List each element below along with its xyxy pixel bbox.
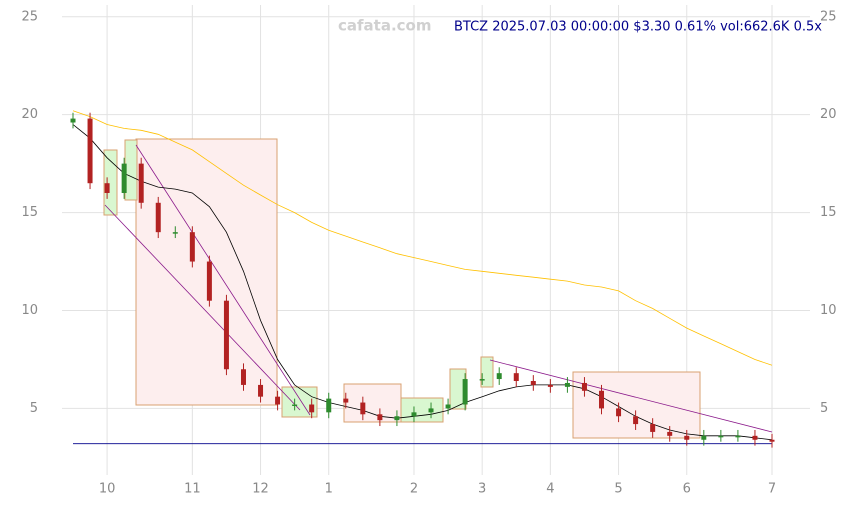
- x-tick-label: 12: [252, 482, 269, 497]
- zone-box: [124, 139, 138, 201]
- x-tick-label: 5: [614, 482, 622, 497]
- moving-average: [72, 124, 773, 441]
- candle-body: [633, 416, 639, 425]
- candle-body: [496, 373, 502, 380]
- zone-box: [343, 383, 402, 423]
- y-tick-label-right: 20: [820, 107, 837, 122]
- candle-body: [479, 379, 485, 381]
- trend-line: [104, 204, 301, 411]
- x-tick-label: 2: [410, 482, 418, 497]
- y-tick-label-right: 5: [820, 401, 828, 416]
- candle-body: [189, 232, 195, 262]
- candle-body: [343, 398, 349, 403]
- moving-average: [72, 110, 773, 366]
- candle-body: [87, 118, 93, 184]
- candle-body: [599, 390, 605, 409]
- candle-body: [428, 408, 434, 413]
- x-tick-label: 7: [768, 482, 776, 497]
- candle-body: [104, 183, 110, 193]
- candle-body: [701, 435, 707, 440]
- candle-body: [121, 163, 127, 193]
- zone-box: [572, 371, 701, 439]
- candle-body: [172, 232, 178, 234]
- trend-line: [135, 144, 311, 416]
- y-tick-label: 20: [21, 107, 38, 122]
- candle-body: [718, 435, 724, 438]
- y-tick-label-right: 10: [820, 303, 837, 318]
- candle-body: [513, 373, 519, 381]
- y-tick-label-right: 15: [820, 205, 837, 220]
- x-tick-label: 10: [99, 482, 116, 497]
- candle-body: [309, 404, 315, 413]
- zone-boxes: [103, 138, 701, 439]
- x-tick-label: 6: [683, 482, 691, 497]
- x-tick-label: 11: [184, 482, 201, 497]
- candle-body: [547, 384, 553, 387]
- candle-body: [462, 379, 468, 405]
- zone-box: [400, 397, 444, 423]
- candle-body: [394, 416, 400, 421]
- zone-box: [135, 138, 278, 406]
- candle-body: [445, 404, 451, 409]
- candle-body: [206, 261, 212, 301]
- candle-body: [223, 300, 229, 370]
- candle-body: [684, 435, 690, 440]
- candle-body: [258, 384, 264, 397]
- y-tick-label-right: 25: [820, 9, 837, 24]
- candle-body: [564, 382, 570, 387]
- candle-body: [360, 402, 366, 415]
- y-tick-label: 5: [30, 401, 38, 416]
- candle-body: [326, 398, 332, 413]
- chart-title: BTCZ 2025.07.03 00:00:00 $3.30 0.61% vol…: [454, 20, 822, 35]
- candle-body: [530, 381, 536, 385]
- trend-line: [489, 359, 773, 433]
- trend-lines: [104, 144, 773, 433]
- candle-body: [752, 435, 758, 440]
- candle-body: [411, 412, 417, 417]
- candle-body: [377, 414, 383, 421]
- candle-body: [581, 382, 587, 391]
- candle-body: [667, 431, 673, 436]
- candle-body: [240, 369, 246, 385]
- candle-body: [275, 396, 281, 405]
- candle-body: [650, 424, 656, 432]
- x-tick-label: 1: [325, 482, 333, 497]
- watermark: cafata.com: [338, 17, 431, 35]
- candle-body: [155, 202, 161, 233]
- candle-body: [138, 163, 144, 203]
- x-tick-label: 4: [546, 482, 554, 497]
- zone-box: [103, 149, 118, 216]
- candle-body: [70, 118, 76, 123]
- y-tick-label: 10: [21, 303, 38, 318]
- candle-body: [616, 408, 622, 417]
- candle-body: [292, 404, 298, 406]
- candle-body: [735, 435, 741, 438]
- y-tick-label: 25: [21, 9, 38, 24]
- candle-body: [769, 439, 775, 442]
- x-tick-label: 3: [478, 482, 486, 497]
- zone-box: [480, 356, 494, 388]
- y-tick-label: 15: [21, 205, 38, 220]
